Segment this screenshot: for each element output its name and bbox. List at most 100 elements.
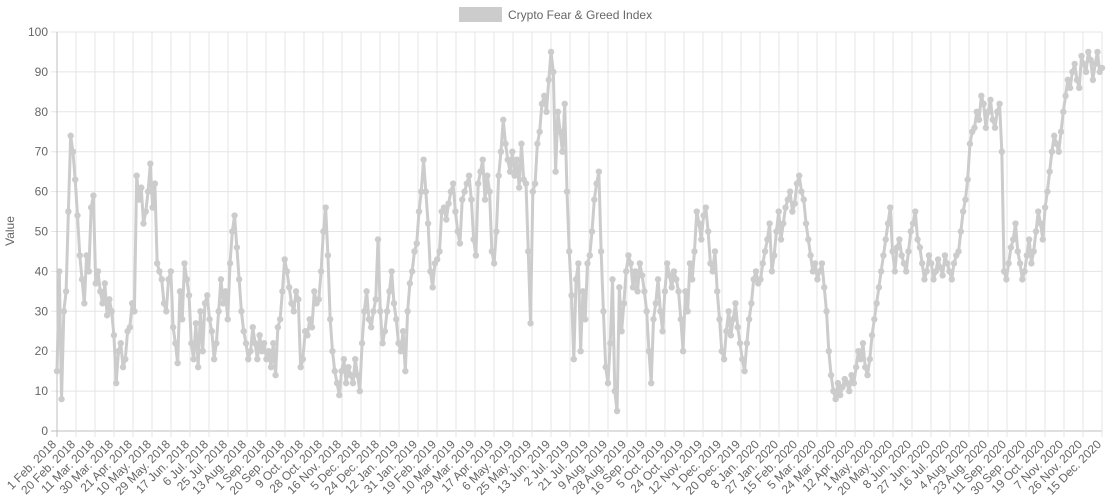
data-point[interactable] [670,268,678,275]
data-point[interactable] [914,236,921,243]
data-point[interactable] [611,387,618,395]
data-point[interactable] [873,300,880,307]
data-point[interactable] [53,367,61,375]
data-point[interactable] [1071,60,1078,68]
data-point[interactable] [602,363,609,371]
data-point[interactable] [593,180,600,187]
data-point[interactable] [604,379,612,387]
data-point[interactable] [156,268,163,275]
data-point[interactable] [971,124,978,131]
data-point[interactable] [959,208,967,215]
data-point[interactable] [1016,260,1024,267]
data-point[interactable] [183,276,190,283]
data-point[interactable] [852,363,860,371]
data-point[interactable] [406,280,414,287]
data-point[interactable] [918,260,926,267]
data-point[interactable] [308,324,316,331]
data-point[interactable] [509,148,516,155]
data-point[interactable] [112,379,120,387]
data-point[interactable] [138,184,145,191]
data-point[interactable] [939,272,946,279]
data-point[interactable] [632,268,639,275]
data-point[interactable] [907,228,914,235]
data-point[interactable] [283,268,291,275]
data-point[interactable] [290,308,297,315]
data-point[interactable] [650,316,657,323]
data-point[interactable] [718,348,725,355]
data-point[interactable] [377,308,384,315]
data-point[interactable] [884,220,892,227]
data-point[interactable] [165,276,172,283]
data-point[interactable] [563,188,571,195]
data-point[interactable] [825,348,832,355]
data-point[interactable] [780,220,787,227]
data-point[interactable] [295,296,302,303]
data-point[interactable] [472,252,480,259]
data-point[interactable] [481,196,489,203]
data-point[interactable] [923,268,930,275]
data-point[interactable] [522,180,530,187]
data-point[interactable] [729,316,737,323]
data-point[interactable] [94,268,102,275]
data-point[interactable] [998,148,1006,155]
data-point[interactable] [447,188,455,195]
data-point[interactable] [320,228,327,235]
data-point[interactable] [500,116,507,123]
data-point[interactable] [770,252,778,259]
data-point[interactable] [759,260,766,267]
data-point[interactable] [342,379,350,387]
data-point[interactable] [638,272,646,279]
data-point[interactable] [934,256,942,263]
data-point[interactable] [247,348,254,355]
data-point[interactable] [122,355,129,363]
data-point[interactable] [297,363,304,371]
data-point[interactable] [97,288,104,295]
data-point[interactable] [893,244,901,251]
data-point[interactable] [1028,260,1035,267]
data-point[interactable] [160,300,168,307]
data-point[interactable] [591,196,598,203]
data-point[interactable] [1041,204,1049,211]
data-point[interactable] [887,204,894,211]
data-point[interactable] [552,168,559,175]
data-point[interactable] [673,276,680,283]
data-point[interactable] [179,316,186,323]
data-point[interactable] [648,379,655,387]
data-point[interactable] [575,260,582,267]
data-point[interactable] [78,276,86,283]
data-point[interactable] [739,355,746,363]
data-point[interactable] [245,355,252,363]
data-point[interactable] [224,316,231,323]
data-point[interactable] [352,355,359,363]
data-point[interactable] [306,316,313,323]
data-point[interactable] [395,340,402,347]
data-point[interactable] [932,268,940,275]
data-point[interactable] [468,196,475,203]
data-point[interactable] [848,371,855,379]
data-point[interactable] [67,132,74,139]
data-point[interactable] [422,188,430,195]
data-point[interactable] [570,355,578,363]
data-point[interactable] [577,348,584,355]
data-point[interactable] [634,288,641,295]
data-point[interactable] [490,260,498,267]
data-point[interactable] [1060,108,1067,116]
data-point[interactable] [333,379,341,387]
data-point[interactable] [56,268,63,275]
data-point[interactable] [486,188,493,195]
data-point[interactable] [809,268,817,275]
data-point[interactable] [465,172,473,179]
data-point[interactable] [142,208,149,215]
data-point[interactable] [231,212,238,219]
data-point[interactable] [768,268,776,275]
data-point[interactable] [324,252,332,259]
data-point[interactable] [545,76,552,84]
data-point[interactable] [1048,148,1056,155]
data-point[interactable] [600,308,607,315]
data-point[interactable] [531,180,539,187]
data-point[interactable] [862,363,869,371]
data-point[interactable] [1010,236,1017,243]
data-point[interactable] [1025,236,1033,243]
data-point[interactable] [748,300,755,307]
data-point[interactable] [1039,236,1047,243]
